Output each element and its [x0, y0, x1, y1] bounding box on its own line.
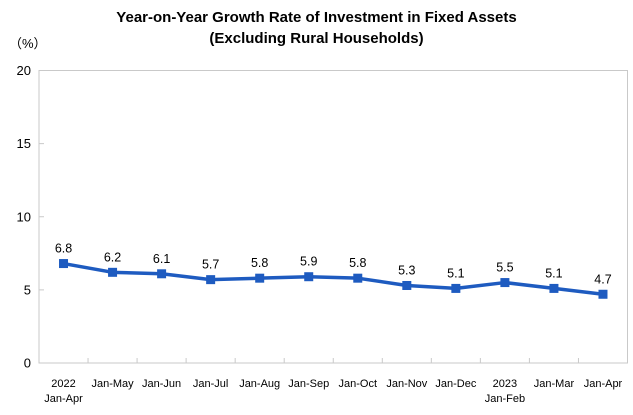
- y-axis-tick-label: 10: [17, 209, 31, 224]
- x-axis-label: 2022: [51, 378, 75, 390]
- x-axis-label: Jan-Apr: [44, 393, 83, 405]
- data-point-label: 5.8: [251, 256, 268, 270]
- data-point-label: 5.7: [202, 258, 219, 272]
- data-point-marker: [549, 283, 559, 293]
- data-point-label: 5.1: [447, 266, 464, 280]
- y-axis-tick-label: 5: [24, 282, 31, 297]
- x-axis-label: Jan-Jul: [193, 378, 228, 390]
- data-point-marker: [157, 269, 167, 279]
- data-point-marker: [500, 278, 510, 288]
- data-point-marker: [206, 275, 216, 285]
- data-point-label: 5.5: [496, 261, 513, 275]
- x-axis-label: Jan-Jun: [142, 378, 181, 390]
- chart-title-line2: (Excluding Rural Households): [209, 30, 424, 47]
- data-point-marker: [304, 272, 314, 282]
- x-axis-label: Jan-Feb: [485, 393, 525, 405]
- x-axis-label: Jan-Sep: [288, 378, 329, 390]
- x-axis-label: Jan-Aug: [239, 378, 280, 390]
- data-point-label: 4.7: [594, 272, 611, 286]
- data-point-marker: [451, 283, 461, 293]
- data-point-label: 5.8: [349, 256, 366, 270]
- data-point-label: 6.8: [55, 242, 72, 256]
- data-point-label: 6.1: [153, 252, 170, 266]
- data-point-label: 5.1: [545, 266, 562, 280]
- y-axis-tick-label: 15: [17, 136, 31, 151]
- data-point-label: 6.2: [104, 250, 121, 264]
- chart-title-line1: Year-on-Year Growth Rate of Investment i…: [116, 9, 517, 26]
- x-axis-label: 2023: [493, 378, 517, 390]
- y-axis-tick-label: 0: [24, 356, 31, 371]
- data-point-marker: [255, 273, 265, 283]
- x-axis-label: Jan-Dec: [435, 378, 476, 390]
- data-point-label: 5.9: [300, 255, 317, 269]
- trend-line: [63, 261, 604, 297]
- x-axis-label: Jan-Oct: [339, 378, 378, 390]
- data-point-label: 5.3: [398, 263, 415, 277]
- y-axis-unit-label: （%）: [9, 36, 47, 51]
- x-axis-label: Jan-Mar: [534, 378, 575, 390]
- x-axis-label: Jan-Nov: [386, 378, 427, 390]
- data-point-marker: [108, 267, 118, 277]
- chart-title: Year-on-Year Growth Rate of Investment i…: [0, 7, 633, 49]
- plot-area-border: [38, 70, 628, 364]
- x-axis-label: Jan-May: [91, 378, 134, 390]
- data-point-marker: [353, 273, 363, 283]
- data-point-marker: [59, 259, 69, 269]
- y-axis-tick-label: 20: [17, 63, 31, 78]
- x-axis-label: Jan-Apr: [584, 378, 623, 390]
- data-point-marker: [402, 280, 412, 290]
- data-point-marker: [598, 289, 608, 299]
